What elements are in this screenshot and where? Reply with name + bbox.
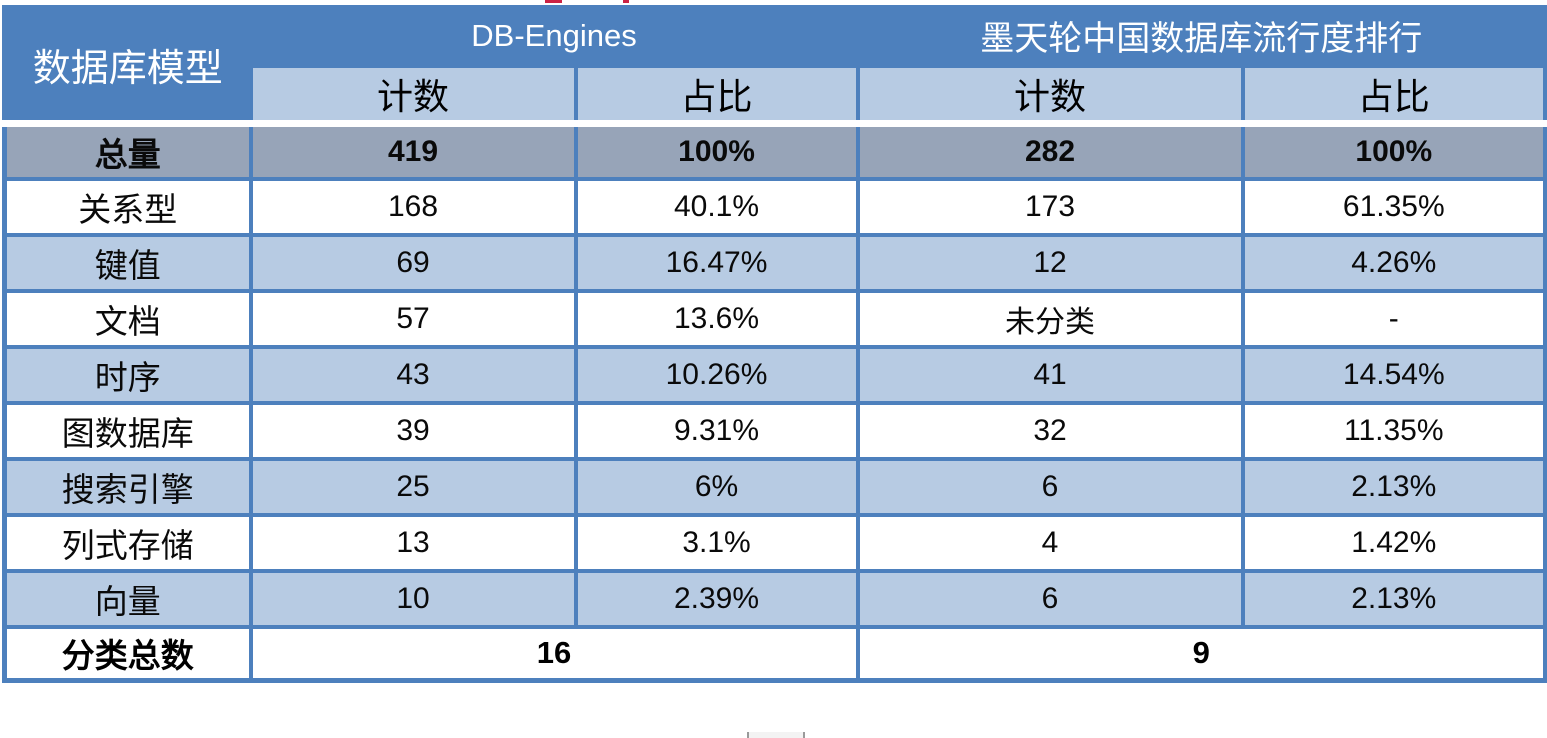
- row-label: 列式存储: [2, 513, 253, 573]
- row-label: 图数据库: [2, 401, 253, 461]
- db-share-cell: 2.39%: [573, 569, 860, 629]
- row-label: 时序: [2, 345, 253, 405]
- table-row: 向量 10 2.39% 6 2.13%: [2, 569, 1547, 629]
- table-row: 关系型 168 40.1% 173 61.35%: [2, 177, 1547, 237]
- row-label: 分类总数: [2, 625, 253, 682]
- modb-share-cell: 11.35%: [1240, 401, 1547, 461]
- table-header: 数据库模型 DB-Engines 墨天轮中国数据库流行度排行 计数 占比 计数 …: [2, 5, 1547, 125]
- modb-count-cell: 12: [855, 233, 1245, 293]
- db-count-cell: 168: [248, 177, 578, 237]
- modb-share-cell: 100%: [1240, 119, 1547, 181]
- table-row: 键值 69 16.47% 12 4.26%: [2, 233, 1547, 293]
- modb-share-cell: -: [1240, 289, 1547, 349]
- column-header-db-share: 占比: [573, 63, 860, 125]
- modb-share-cell: 2.13%: [1240, 569, 1547, 629]
- table-row: 文档 57 13.6% 未分类 -: [2, 289, 1547, 349]
- row-label: 关系型: [2, 177, 253, 237]
- table-row: 列式存储 13 3.1% 4 1.42%: [2, 513, 1547, 573]
- table-body: 总量 419 100% 282 100% 关系型 168 40.1% 173 6…: [2, 119, 1547, 682]
- header-subcolumn-row: 计数 占比 计数 占比: [5, 63, 1547, 125]
- group-header-modb: 墨天轮中国数据库流行度排行: [855, 5, 1547, 68]
- modb-count-cell: 173: [855, 177, 1245, 237]
- db-share-cell: 13.6%: [573, 289, 860, 349]
- modb-count-cell: 32: [855, 401, 1245, 461]
- modb-count-cell: 4: [855, 513, 1245, 573]
- column-header-modb-count: 计数: [855, 63, 1245, 125]
- db-count-cell: 39: [248, 401, 578, 461]
- db-share-cell: 3.1%: [573, 513, 860, 573]
- modb-count-cell: 6: [855, 457, 1245, 517]
- modb-count-cell: 282: [855, 119, 1245, 181]
- row-header-label: 数据库模型: [2, 5, 253, 125]
- db-share-cell: 100%: [573, 119, 860, 181]
- db-category-total-cell: 16: [248, 625, 860, 682]
- db-share-cell: 9.31%: [573, 401, 860, 461]
- row-label: 键值: [2, 233, 253, 293]
- db-count-cell: 57: [248, 289, 578, 349]
- table-row-total: 总量 419 100% 282 100%: [2, 119, 1547, 181]
- modb-share-cell: 4.26%: [1240, 233, 1547, 293]
- modb-count-cell: 未分类: [855, 289, 1245, 349]
- db-count-cell: 43: [248, 345, 578, 405]
- group-header-db-engines: DB-Engines: [248, 5, 860, 68]
- red-annotation-artifact: [545, 0, 562, 3]
- db-count-cell: 13: [248, 513, 578, 573]
- table-row: 图数据库 39 9.31% 32 11.35%: [2, 401, 1547, 461]
- scrollbar-artifact: [747, 732, 805, 738]
- modb-category-total-cell: 9: [855, 625, 1547, 682]
- modb-count-cell: 6: [855, 569, 1245, 629]
- db-count-cell: 25: [248, 457, 578, 517]
- table-row: 搜索引擎 25 6% 6 2.13%: [2, 457, 1547, 517]
- db-count-cell: 419: [248, 119, 578, 181]
- table-row-category-totals: 分类总数 16 9: [2, 625, 1547, 682]
- modb-share-cell: 2.13%: [1240, 457, 1547, 517]
- db-count-cell: 10: [248, 569, 578, 629]
- header-group-row: 数据库模型 DB-Engines 墨天轮中国数据库流行度排行: [2, 5, 1547, 125]
- db-share-cell: 40.1%: [573, 177, 860, 237]
- modb-share-cell: 61.35%: [1240, 177, 1547, 237]
- row-label: 文档: [2, 289, 253, 349]
- row-label: 向量: [2, 569, 253, 629]
- table-row: 时序 43 10.26% 41 14.54%: [2, 345, 1547, 405]
- row-label: 搜索引擎: [2, 457, 253, 517]
- column-header-modb-share: 占比: [1240, 63, 1547, 125]
- modb-share-cell: 1.42%: [1240, 513, 1547, 573]
- database-model-comparison-table: 数据库模型 DB-Engines 墨天轮中国数据库流行度排行 计数 占比 计数 …: [2, 5, 1547, 683]
- db-share-cell: 10.26%: [573, 345, 860, 405]
- modb-count-cell: 41: [855, 345, 1245, 405]
- column-header-db-count: 计数: [248, 63, 578, 125]
- db-count-cell: 69: [248, 233, 578, 293]
- modb-share-cell: 14.54%: [1240, 345, 1547, 405]
- red-annotation-artifact: [623, 0, 629, 3]
- row-label: 总量: [2, 119, 253, 181]
- db-share-cell: 16.47%: [573, 233, 860, 293]
- db-share-cell: 6%: [573, 457, 860, 517]
